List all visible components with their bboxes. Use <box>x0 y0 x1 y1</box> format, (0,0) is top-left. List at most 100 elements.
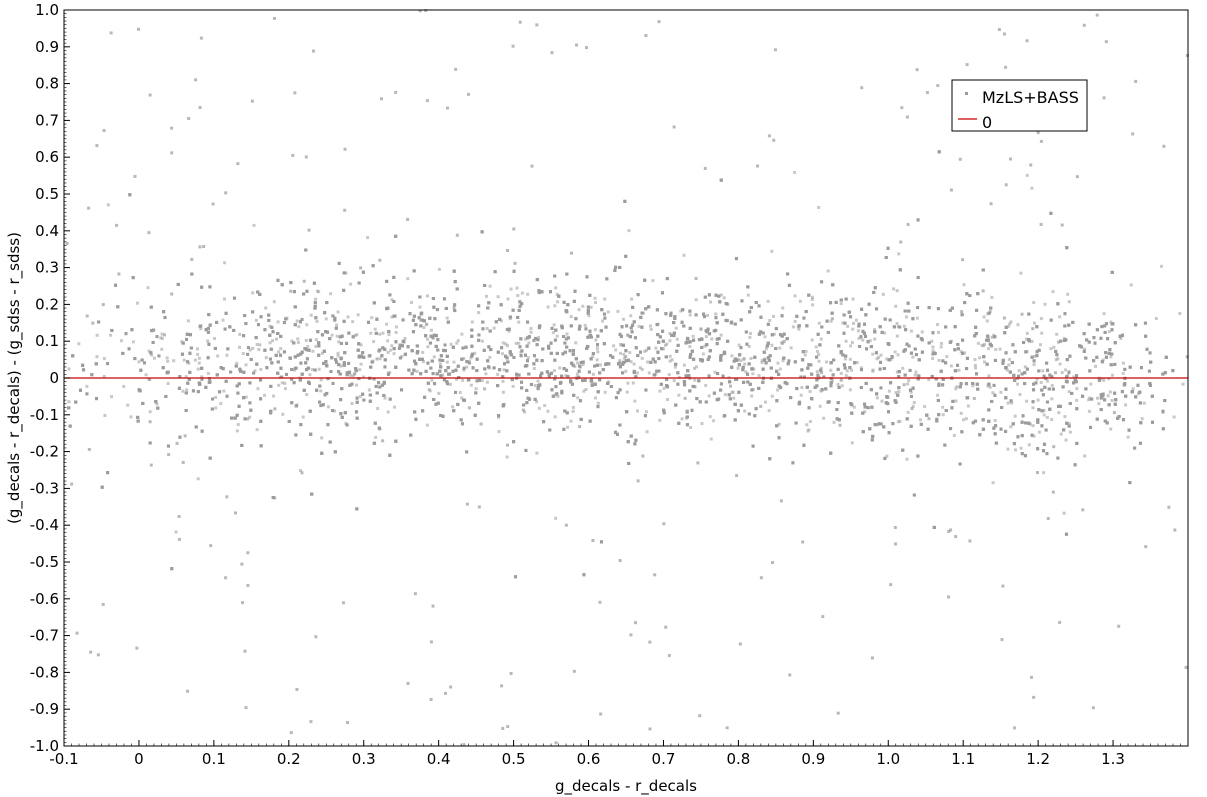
scatter-point <box>798 299 802 303</box>
scatter-point <box>1109 427 1113 431</box>
scatter-point <box>206 371 210 375</box>
scatter-point <box>1107 377 1111 381</box>
scatter-point <box>297 325 301 329</box>
scatter-point <box>770 249 774 253</box>
scatter-point <box>875 396 879 400</box>
scatter-point <box>501 379 505 383</box>
scatter-point <box>913 373 917 377</box>
scatter-point <box>854 318 858 322</box>
scatter-point <box>1050 418 1054 422</box>
scatter-point <box>895 289 899 293</box>
scatter-point <box>645 430 649 434</box>
scatter-point <box>126 403 130 407</box>
scatter-point <box>819 366 823 370</box>
scatter-point <box>460 396 464 400</box>
scatter-point <box>1126 435 1130 439</box>
scatter-point <box>166 381 170 385</box>
scatter-point <box>647 371 651 375</box>
scatter-point <box>595 358 599 362</box>
scatter-point <box>677 375 681 379</box>
scatter-point <box>799 393 803 397</box>
scatter-point <box>750 394 754 398</box>
scatter-point <box>1032 434 1036 438</box>
scatter-point <box>962 283 966 287</box>
scatter-point <box>1014 448 1018 452</box>
scatter-point <box>319 389 323 393</box>
scatter-point <box>1110 398 1114 402</box>
scatter-point <box>255 342 259 346</box>
scatter-points <box>65 8 1189 747</box>
scatter-point <box>829 319 833 323</box>
scatter-point <box>1054 358 1058 362</box>
scatter-point <box>1109 355 1113 359</box>
scatter-point <box>1121 361 1125 365</box>
scatter-point <box>744 370 748 374</box>
scatter-point <box>422 360 426 364</box>
scatter-point <box>583 323 587 327</box>
scatter-point <box>915 316 919 320</box>
scatter-point <box>488 355 492 359</box>
scatter-point <box>356 313 360 317</box>
scatter-point <box>301 415 305 419</box>
scatter-point <box>751 372 755 376</box>
scatter-point <box>897 252 901 256</box>
scatter-point <box>931 349 935 353</box>
scatter-point <box>668 339 672 343</box>
scatter-point <box>477 311 481 315</box>
scatter-point <box>565 332 569 336</box>
scatter-point <box>1039 381 1043 385</box>
scatter-point <box>640 367 644 371</box>
scatter-point <box>654 346 658 350</box>
scatter-point <box>1007 363 1011 367</box>
scatter-point <box>817 359 821 363</box>
scatter-point <box>1019 271 1023 275</box>
scatter-point <box>467 359 471 363</box>
scatter-point <box>536 379 540 383</box>
scatter-point <box>963 351 967 355</box>
scatter-point <box>172 359 176 363</box>
scatter-point <box>337 340 341 344</box>
scatter-point <box>160 347 164 351</box>
scatter-point <box>554 516 558 520</box>
scatter-point <box>500 352 504 356</box>
scatter-point <box>159 336 163 340</box>
scatter-point <box>757 373 761 377</box>
scatter-point <box>629 314 633 318</box>
scatter-point <box>272 300 276 304</box>
scatter-point <box>566 425 570 429</box>
scatter-point <box>259 367 263 371</box>
scatter-point <box>1005 368 1009 372</box>
scatter-point <box>909 390 913 394</box>
scatter-point <box>1083 454 1087 458</box>
scatter-point <box>85 384 89 388</box>
scatter-point <box>256 387 260 391</box>
scatter-point <box>905 457 909 461</box>
scatter-point <box>651 279 655 283</box>
scatter-point <box>1039 317 1043 321</box>
scatter-point <box>109 333 113 337</box>
scatter-point <box>394 330 398 334</box>
scatter-point <box>254 318 258 322</box>
scatter-point <box>907 378 911 382</box>
scatter-point <box>238 332 242 336</box>
scatter-point <box>219 402 223 406</box>
scatter-point <box>818 404 822 408</box>
scatter-point <box>460 332 464 336</box>
scatter-point <box>673 365 677 369</box>
scatter-point <box>708 415 712 419</box>
scatter-point <box>667 373 671 377</box>
scatter-point <box>244 363 248 367</box>
scatter-point <box>1033 321 1037 325</box>
scatter-point <box>409 300 413 304</box>
scatter-point <box>236 423 240 427</box>
scatter-point <box>358 368 362 372</box>
scatter-point <box>299 469 303 473</box>
scatter-point <box>469 383 473 387</box>
scatter-point <box>393 405 397 409</box>
scatter-point <box>554 286 558 290</box>
scatter-point <box>387 333 391 337</box>
scatter-point <box>893 350 897 354</box>
scatter-point <box>1066 292 1070 296</box>
scatter-point <box>793 294 797 298</box>
